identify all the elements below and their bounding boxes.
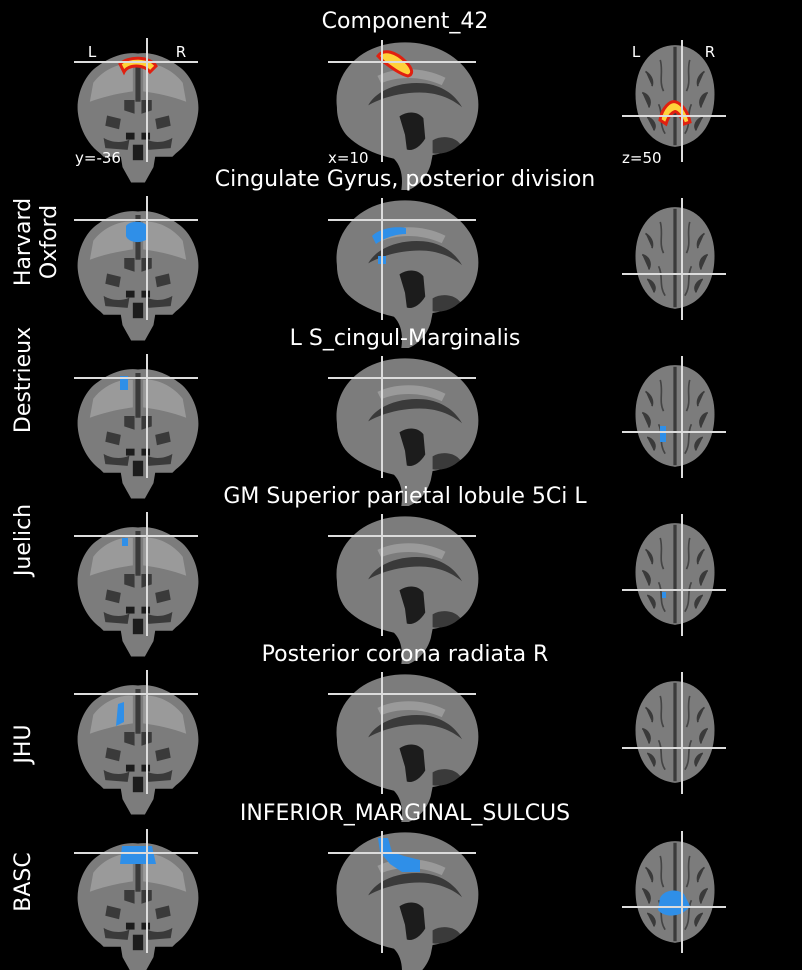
atlas-coronal-blob [120, 376, 128, 390]
component-title: Component_42 [322, 9, 489, 34]
atlas-region-title: INFERIOR_MARGINAL_SULCUS [240, 801, 570, 826]
atlas-axial-view [634, 522, 716, 626]
atlas-coronal-blob [116, 702, 124, 726]
atlas-coronal-blob [122, 538, 128, 546]
component-axial-view [634, 44, 716, 148]
atlas-axial-blob [660, 426, 666, 442]
component-right-label: R [176, 43, 186, 61]
atlas-region-title: Cingulate Gyrus, posterior division [215, 167, 595, 192]
atlas-sagittal-blob [372, 227, 406, 264]
atlas-region-title: GM Superior parietal lobule 5Ci L [223, 484, 587, 509]
atlas-name: Juelich [11, 504, 36, 578]
axial-coordinate: z=50 [622, 149, 662, 167]
atlas-row-basc: INFERIOR_MARGINAL_SULCUS BASC [11, 801, 726, 970]
atlas-axial-view [634, 206, 716, 310]
sagittal-coordinate: x=10 [328, 149, 369, 167]
component-axial-left-label: L [632, 43, 641, 61]
atlas-name: BASC [11, 852, 36, 911]
atlas-coronal-blob [126, 221, 148, 243]
atlas-coronal-view [77, 527, 199, 657]
atlas-region-title: L S_cingul-Marginalis [290, 326, 521, 351]
atlas-name-line1: Harvard [11, 198, 36, 286]
atlas-name: JHU [11, 724, 36, 765]
atlas-axial-blob [662, 592, 666, 598]
atlas-axial-view [634, 680, 716, 784]
atlas-coronal-view [77, 369, 199, 499]
atlas-row-jhu: Posterior corona radiata R JHU [11, 642, 726, 822]
component-left-label: L [88, 43, 97, 61]
atlas-sagittal-view [336, 674, 479, 822]
atlas-row-destrieux: L S_cingul-Marginalis Destrieux [11, 326, 726, 506]
atlas-region-title: Posterior corona radiata R [262, 642, 549, 667]
coronal-coordinate: y=-36 [75, 149, 121, 167]
atlas-sagittal-blob [378, 838, 420, 872]
atlas-name-line2: Oxford [37, 205, 62, 279]
component-sagittal-blob [376, 50, 414, 78]
atlas-axial-view [634, 364, 716, 468]
atlas-row-harvard-oxford: Cingulate Gyrus, posterior division Harv… [11, 167, 726, 348]
atlas-coronal-blob [120, 846, 156, 864]
atlas-row-juelich: GM Superior parietal lobule 5Ci L Juelic… [11, 484, 726, 664]
component-row: Component_42 L R L R y=-36 x=10 z=50 [74, 9, 726, 190]
atlas-name: Destrieux [11, 327, 36, 433]
component-axial-right-label: R [705, 43, 715, 61]
atlas-coronal-view [77, 685, 199, 815]
